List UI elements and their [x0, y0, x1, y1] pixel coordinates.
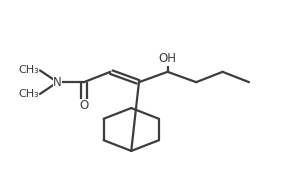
Text: OH: OH — [158, 52, 177, 65]
Text: N: N — [53, 76, 62, 89]
Text: CH₃: CH₃ — [18, 89, 39, 99]
Text: CH₃: CH₃ — [18, 65, 39, 75]
Text: O: O — [79, 99, 89, 112]
